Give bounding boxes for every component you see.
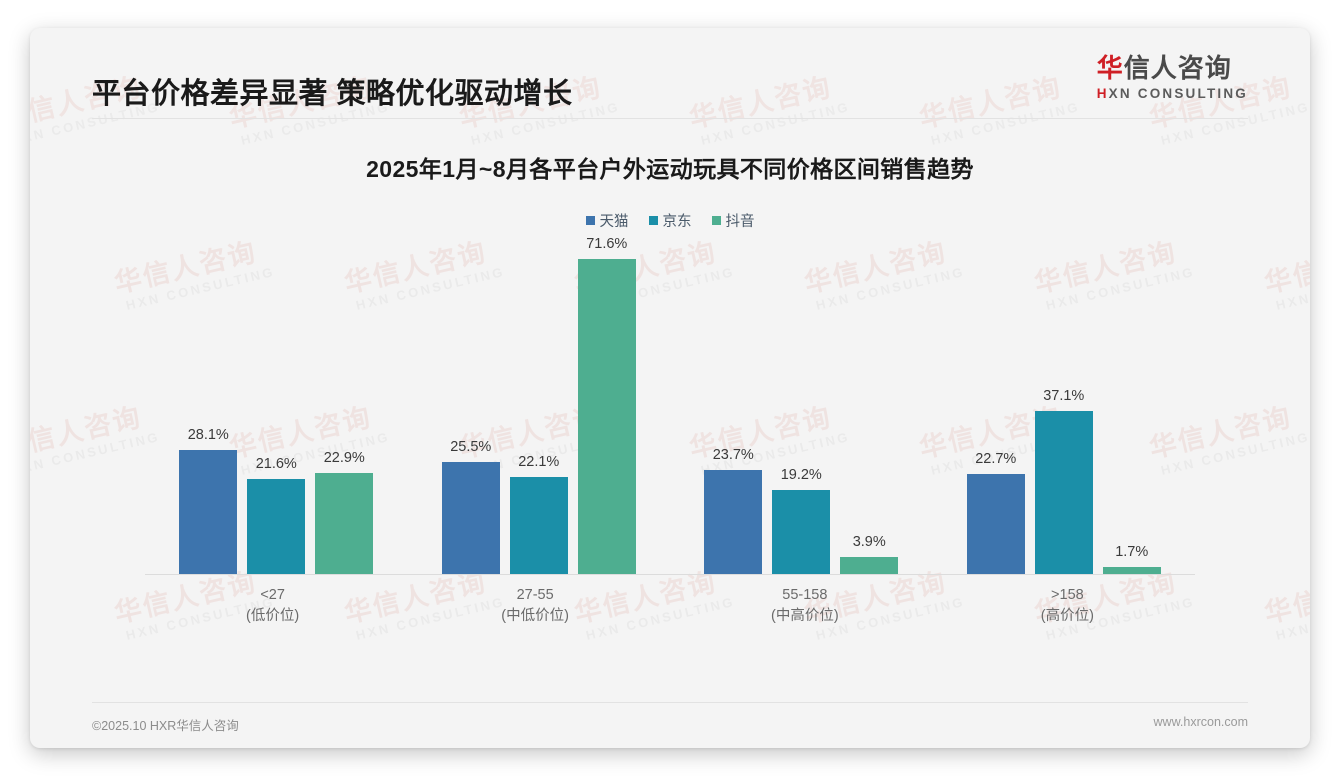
x-axis-tick-subtitle: (中高价位): [771, 608, 839, 625]
x-axis-tick-label: 55-158 (中高价位): [771, 577, 839, 633]
logo-chinese: 华信人咨询: [1097, 54, 1248, 83]
x-axis-tick-subtitle: (高价位): [1040, 608, 1094, 625]
slide-header: 平台价格差异显著 策略优化驱动增长 华信人咨询 HXN CONSULTING: [30, 28, 1310, 119]
bar-value-label: 21.6%: [255, 456, 297, 473]
x-axis-tick-label: 27-55 (中低价位): [501, 577, 569, 633]
bar-value-label: 22.9%: [323, 450, 365, 467]
bar-slot: 22.9%: [315, 242, 374, 574]
bar-京东-27-55[interactable]: [509, 476, 568, 574]
x-axis-tick-label: >158 (高价位): [1041, 577, 1094, 633]
legend-swatch-icon: [585, 216, 595, 225]
legend-swatch-icon: [648, 216, 658, 225]
x-axis-tick-label: <27 (低价位): [246, 577, 299, 633]
chart-block: 2025年1月~8月各平台户外运动玩具不同价格区间销售趋势 天猫 京东 抖音 28.…: [30, 128, 1310, 698]
bar-group: 22.7% 37.1% 1.7%: [962, 242, 1166, 574]
legend-item-京东[interactable]: 京东: [648, 210, 692, 231]
bar-value-label: 23.7%: [712, 446, 754, 463]
bar-value-label: 37.1%: [1043, 387, 1085, 404]
chart-title: 2025年1月~8月各平台户外运动玩具不同价格区间销售趋势: [366, 156, 974, 182]
logo-english-highlight: H: [1096, 85, 1109, 101]
legend-item-抖音[interactable]: 抖音: [711, 210, 755, 231]
logo-chinese-rest: 信人咨询: [1123, 53, 1232, 83]
bar-slot: 37.1%: [1034, 242, 1093, 574]
footer-copyright: ©2025.10 HXR华信人咨询: [92, 719, 239, 733]
x-axis-tick-subtitle: (低价位): [246, 608, 300, 625]
bar-value-label: 19.2%: [780, 466, 822, 483]
bar-slot: 71.6%: [577, 236, 636, 574]
legend-item-天猫[interactable]: 天猫: [585, 210, 629, 231]
bar-group: 28.1% 21.6% 22.9%: [174, 242, 378, 574]
bar-slot: 21.6%: [247, 242, 306, 574]
x-axis-labels: <27 (低价位) 27-55 (中低价位) 55-158 (中高价位) >158 (高价位): [145, 577, 1195, 633]
slide-footer: ©2025.10 HXR华信人咨询 www.hxrcon.com: [30, 703, 1310, 748]
bar-抖音->158[interactable]: [1102, 566, 1161, 574]
footer-website: www.hxrcon.com: [1153, 715, 1248, 729]
brand-logo: 华信人咨询 HXN CONSULTING: [1097, 54, 1248, 101]
bar-slot: 22.7%: [966, 242, 1025, 574]
x-axis-line: [145, 574, 1195, 575]
chart-plot-area: 28.1% 21.6% 22.9% 25.5% 22.1% 71.6% 23.7% 19.2%…: [145, 236, 1195, 633]
bar-抖音-27-55[interactable]: [577, 259, 636, 574]
bar-slot: 28.1%: [179, 242, 238, 574]
bar-value-label: 3.9%: [852, 533, 886, 550]
logo-english-rest: XN CONSULTING: [1108, 85, 1248, 101]
bar-京东-55-158[interactable]: [772, 489, 831, 574]
bar-京东->158[interactable]: [1034, 410, 1093, 574]
bar-value-label: 25.5%: [450, 438, 492, 455]
legend-label: 京东: [662, 214, 692, 230]
legend-label: 抖音: [725, 214, 755, 230]
x-axis-tick-range: 55-158: [782, 587, 828, 603]
bar-group: 23.7% 19.2% 3.9%: [699, 242, 903, 574]
bar-value-label: 1.7%: [1115, 543, 1149, 560]
logo-english: HXN CONSULTING: [1097, 86, 1248, 101]
bar-slot: 23.7%: [704, 242, 763, 574]
header-divider: [92, 118, 1248, 119]
x-axis-tick-range: <27: [260, 587, 285, 603]
bar-group: 25.5% 22.1% 71.6%: [437, 236, 641, 574]
footer-divider: [92, 702, 1248, 703]
legend-label: 天猫: [599, 214, 629, 230]
bar-slot: 1.7%: [1102, 242, 1161, 574]
bar-slot: 3.9%: [840, 242, 899, 574]
legend-swatch-icon: [711, 216, 721, 225]
slide-card: 华信人咨询 HXN CONSULTING 华信人咨询 HXN CONSULTING 华信…: [30, 28, 1310, 748]
bar-value-label: 28.1%: [187, 427, 229, 444]
page-title: 平台价格差异显著 策略优化驱动增长: [92, 78, 573, 110]
bar-天猫->158[interactable]: [966, 474, 1025, 574]
x-axis-tick-range: >158: [1051, 587, 1084, 603]
bar-京东-<27[interactable]: [247, 479, 306, 574]
bar-value-label: 22.1%: [518, 453, 560, 470]
chart-legend: 天猫 京东 抖音: [30, 210, 1310, 231]
bar-抖音-<27[interactable]: [315, 473, 374, 574]
bar-value-label: 22.7%: [975, 451, 1017, 468]
logo-chinese-highlight: 华: [1096, 53, 1124, 83]
bar-抖音-55-158[interactable]: [840, 556, 899, 574]
bar-slot: 22.1%: [509, 242, 568, 574]
x-axis-tick-range: 27-55: [516, 587, 554, 603]
bar-天猫-27-55[interactable]: [441, 461, 500, 574]
bar-slot: 25.5%: [441, 242, 500, 574]
x-axis-tick-subtitle: (中低价位): [501, 608, 569, 625]
bar-slot: 19.2%: [772, 242, 831, 574]
bar-天猫-55-158[interactable]: [704, 469, 763, 574]
bar-value-label: 71.6%: [586, 236, 628, 253]
bar-groups: 28.1% 21.6% 22.9% 25.5% 22.1% 71.6% 23.7% 19.2%…: [145, 236, 1195, 574]
bar-天猫-<27[interactable]: [179, 450, 238, 574]
